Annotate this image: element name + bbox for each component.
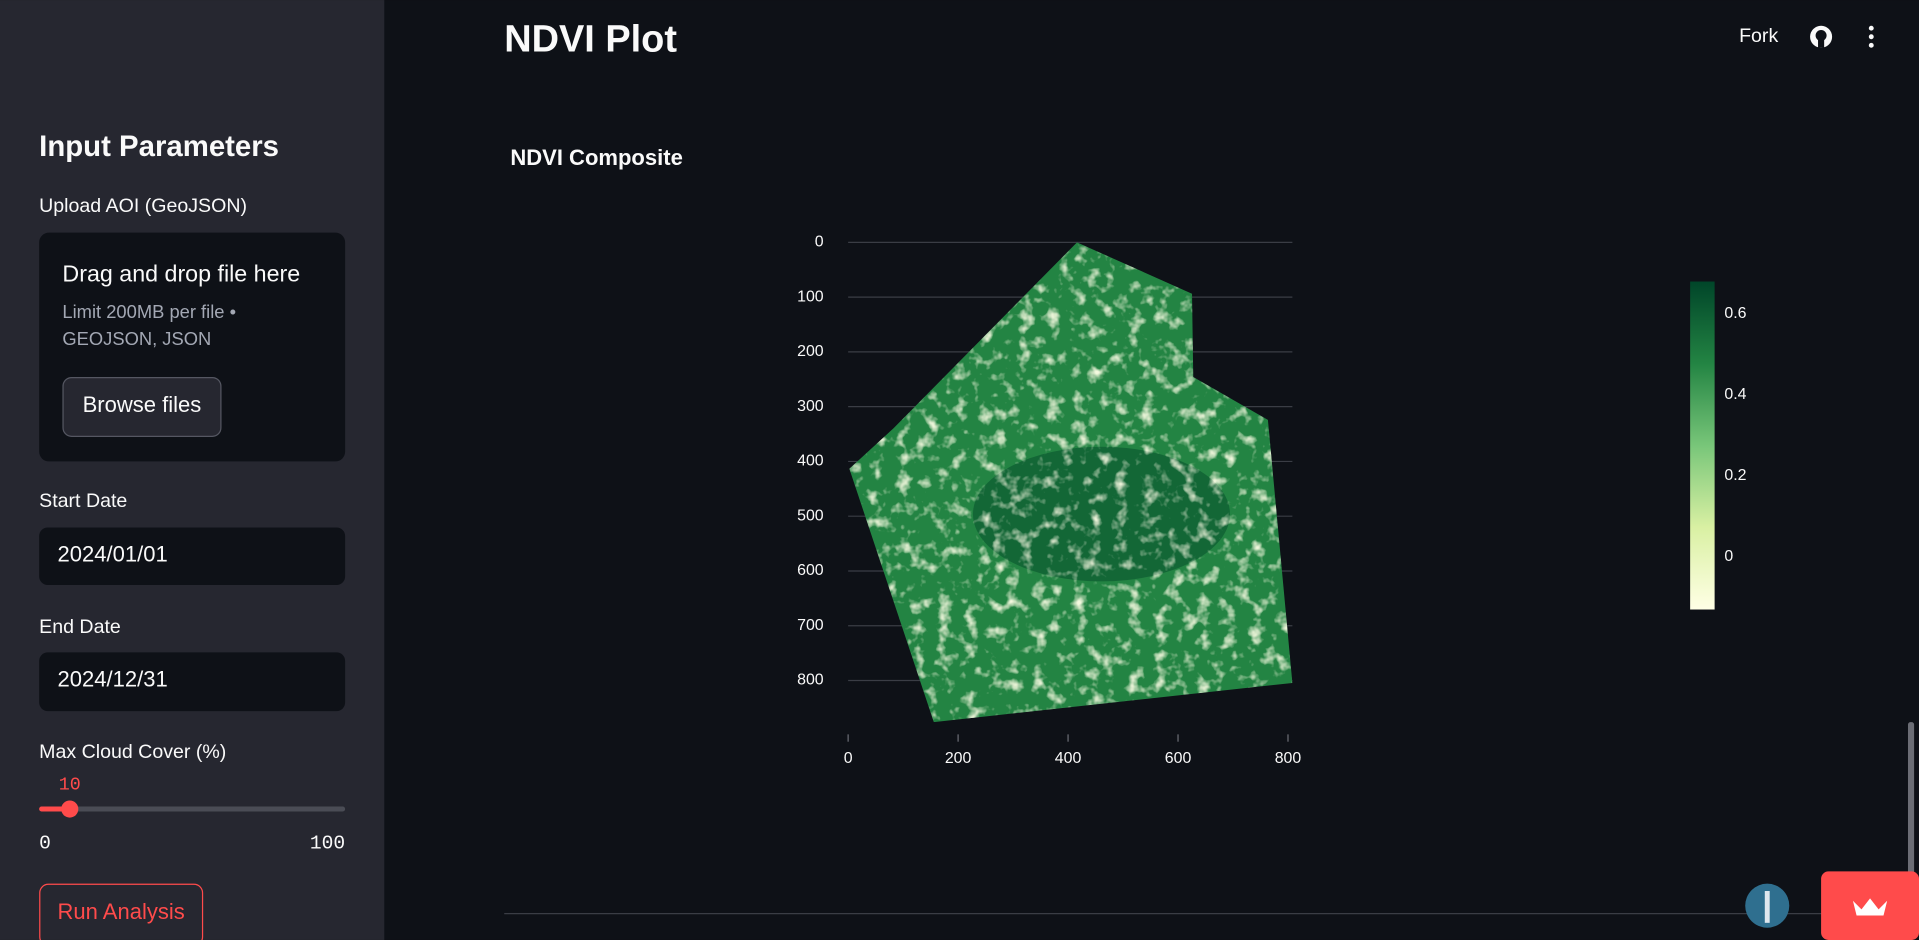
- y-tick-label: 500: [797, 507, 824, 524]
- slider[interactable]: 10: [39, 774, 346, 818]
- browse-button-label: Browse files: [83, 392, 202, 417]
- y-tick-label: 400: [797, 453, 824, 470]
- colorbar: [1690, 281, 1715, 610]
- y-tick-label: 300: [797, 398, 824, 415]
- start-date-input[interactable]: [39, 527, 346, 586]
- page-title: NDVI Plot: [504, 19, 677, 61]
- slider-thumb: [61, 800, 79, 818]
- x-tick-label: 0: [844, 750, 853, 767]
- upload-label: Upload AOI (GeoJSON): [39, 195, 247, 217]
- y-tick-label: 100: [797, 288, 824, 305]
- fork-link[interactable]: Fork: [1739, 25, 1778, 47]
- colorbar-tick-label: 0: [1724, 548, 1733, 565]
- x-tick-label: 600: [1165, 750, 1192, 767]
- drop-text: Drag and drop file here: [62, 261, 300, 287]
- slider-max: 100: [310, 832, 345, 854]
- x-tick-label: 200: [945, 750, 972, 767]
- x-tick-label: 400: [1055, 750, 1082, 767]
- y-tick-label: 800: [797, 672, 824, 689]
- sidebar: [0, 0, 385, 940]
- end-date-label: End Date: [39, 616, 121, 638]
- y-tick-label: 700: [797, 617, 824, 634]
- y-tick-label: 600: [797, 562, 824, 579]
- slider-min: 0: [39, 832, 51, 854]
- avatar[interactable]: [1745, 883, 1790, 928]
- slider-label: Max Cloud Cover (%): [39, 741, 226, 763]
- y-tick-label: 0: [815, 234, 824, 251]
- colorbar-tick-label: 0.2: [1724, 467, 1746, 484]
- start-date-label: Start Date: [39, 490, 127, 512]
- slider-track: [39, 806, 346, 812]
- slider-value: 10: [59, 774, 81, 795]
- colorbar-tick-label: 0.4: [1724, 386, 1746, 403]
- colorbar-tick-label: 0.6: [1724, 305, 1746, 322]
- run-button-label: Run Analysis: [58, 899, 185, 924]
- start-date-value: 2024/01/01: [58, 541, 168, 566]
- browse-button[interactable]: [62, 376, 222, 437]
- end-date-value: 2024/12/31: [58, 666, 168, 691]
- github-icon[interactable]: [1810, 25, 1833, 48]
- sidebar-title: Input Parameters: [39, 130, 279, 163]
- y-tick-label: 200: [797, 343, 824, 360]
- run-button[interactable]: [39, 883, 204, 940]
- limit-text: GEOJSON, JSON: [62, 328, 211, 349]
- x-tick-label: 800: [1275, 750, 1302, 767]
- limit-text: Limit 200MB per file •: [62, 301, 236, 322]
- streamlit-badge[interactable]: [1821, 871, 1919, 940]
- chart-title: NDVI Composite: [510, 145, 682, 170]
- menu-icon[interactable]: [1868, 25, 1874, 48]
- end-date-input[interactable]: [39, 652, 346, 712]
